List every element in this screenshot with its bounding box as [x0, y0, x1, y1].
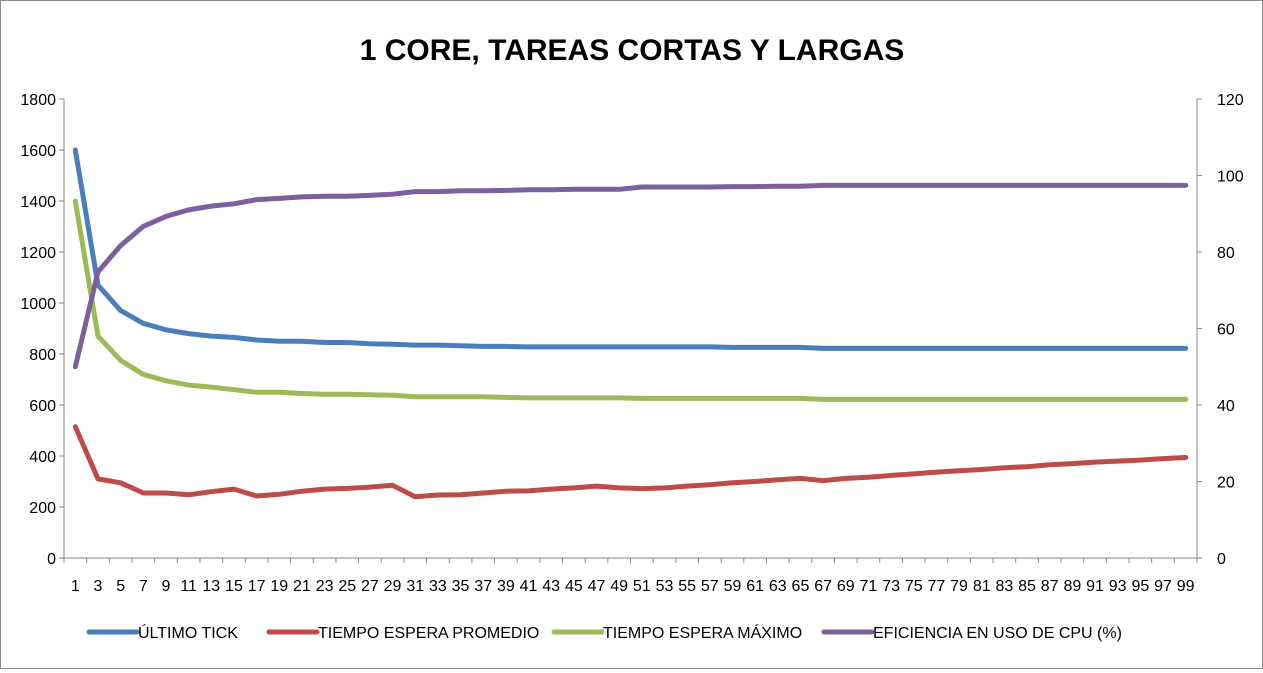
x-axis-tick-label: 89 — [1063, 578, 1081, 595]
x-axis-tick-label: 41 — [520, 578, 538, 595]
x-axis-tick-label: 23 — [316, 578, 334, 595]
x-axis-tick-label: 5 — [116, 578, 125, 595]
legend-label: TIEMPO ESPERA MÁXIMO — [603, 623, 802, 642]
x-axis-tick-label: 73 — [882, 578, 900, 595]
x-axis-tick-label: 97 — [1154, 578, 1172, 595]
x-axis-tick-label: 95 — [1131, 578, 1149, 595]
x-axis-tick-label: 1 — [71, 578, 80, 595]
legend: ÚLTIMO TICK TIEMPO ESPERA PROMEDIO TIEMPO … — [86, 623, 1122, 642]
x-axis-tick-label: 49 — [610, 578, 628, 595]
left-axis-tick-label: 1800 — [20, 92, 56, 109]
x-axis-tick-label: 27 — [361, 578, 379, 595]
x-axis-tick-labels: 1 3 5 7 9 11 13 15 17 19 21 23 25 27 29 31 33 35 37 39 41 43 4… — [71, 578, 1195, 595]
right-axis-tick-labels: 0 20 40 60 80 100 120 — [1217, 92, 1244, 568]
right-axis-tick-label: 80 — [1217, 245, 1235, 262]
legend-label: TIEMPO ESPERA PROMEDIO — [318, 625, 539, 642]
right-axis-tick-label: 0 — [1217, 551, 1226, 568]
series-line-ultimo-tick — [72, 147, 1189, 351]
left-axis-tick-label: 0 — [47, 551, 56, 568]
left-axis-tick-labels: 0 200 400 600 800 1000 1200 1400 1600 1800 — [20, 92, 56, 568]
left-axis-tick-label: 1400 — [20, 194, 56, 211]
series-lines — [72, 147, 1189, 500]
x-axis-tick-label: 77 — [928, 578, 946, 595]
x-axis-tick-label: 67 — [814, 578, 832, 595]
axes — [59, 98, 1202, 563]
x-axis-tick-label: 21 — [293, 578, 311, 595]
x-axis-tick-label: 81 — [973, 578, 991, 595]
x-axis-tick-label: 29 — [384, 578, 402, 595]
x-axis-tick-label: 57 — [701, 578, 719, 595]
x-axis-tick-label: 75 — [905, 578, 923, 595]
x-axis-tick-label: 59 — [724, 578, 742, 595]
legend-label: EFICIENCIA EN USO DE CPU (%) — [873, 625, 1122, 642]
x-axis-tick-label: 25 — [338, 578, 356, 595]
x-axis-tick-label: 13 — [202, 578, 220, 595]
x-axis-tick-label: 93 — [1109, 578, 1127, 595]
x-axis-tick-label: 15 — [225, 578, 243, 595]
x-axis-tick-label: 47 — [588, 578, 606, 595]
x-axis-tick-label: 33 — [429, 578, 447, 595]
left-axis-tick-label: 600 — [29, 398, 56, 415]
x-axis-tick-label: 51 — [633, 578, 651, 595]
series-line-tiempo-espera-promedio — [72, 424, 1189, 500]
legend-label: ÚLTIMO TICK — [138, 623, 238, 642]
left-axis-tick-label: 1200 — [20, 245, 56, 262]
right-axis-tick-label: 40 — [1217, 398, 1235, 415]
x-axis-tick-label: 9 — [162, 578, 171, 595]
x-axis-tick-label: 31 — [406, 578, 424, 595]
x-axis-tick-label: 61 — [746, 578, 764, 595]
right-axis-tick-label: 60 — [1217, 322, 1235, 339]
x-axis-tick-label: 71 — [860, 578, 878, 595]
x-axis-tick-label: 87 — [1041, 578, 1059, 595]
x-axis-tick-label: 91 — [1086, 578, 1104, 595]
x-axis-tick-label: 63 — [769, 578, 787, 595]
left-axis-tick-label: 1000 — [20, 296, 56, 313]
x-axis-tick-label: 45 — [565, 578, 583, 595]
x-axis-tick-label: 39 — [497, 578, 515, 595]
x-axis-tick-label: 3 — [94, 578, 103, 595]
left-axis-tick-label: 800 — [29, 347, 56, 364]
left-axis-tick-label: 400 — [29, 449, 56, 466]
series-line-eficiencia-en-uso-de-cpu — [72, 182, 1189, 370]
left-axis-tick-label: 200 — [29, 500, 56, 517]
x-axis-tick-label: 99 — [1177, 578, 1195, 595]
x-axis-tick-label: 83 — [995, 578, 1013, 595]
right-axis-tick-label: 120 — [1217, 92, 1244, 109]
x-axis-tick-label: 17 — [248, 578, 266, 595]
x-axis-tick-label: 19 — [270, 578, 288, 595]
series-line-tiempo-espera-maximo — [72, 198, 1189, 402]
left-axis-tick-label: 1600 — [20, 143, 56, 160]
x-axis-tick-label: 65 — [792, 578, 810, 595]
x-axis-tick-label: 85 — [1018, 578, 1036, 595]
x-axis-tick-label: 11 — [180, 578, 197, 595]
x-axis-tick-label: 37 — [474, 578, 492, 595]
x-axis-tick-label: 79 — [950, 578, 968, 595]
x-axis-tick-label: 69 — [837, 578, 855, 595]
x-axis-tick-label: 55 — [678, 578, 696, 595]
x-axis-tick-label: 7 — [139, 578, 148, 595]
x-axis-tick-label: 43 — [542, 578, 560, 595]
x-axis-tick-label: 35 — [452, 578, 470, 595]
right-axis-tick-label: 20 — [1217, 475, 1235, 492]
x-axis-tick-label: 53 — [656, 578, 674, 595]
chart-title: 1 CORE, TAREAS CORTAS Y LARGAS — [360, 34, 905, 67]
right-axis-tick-label: 100 — [1217, 169, 1244, 186]
